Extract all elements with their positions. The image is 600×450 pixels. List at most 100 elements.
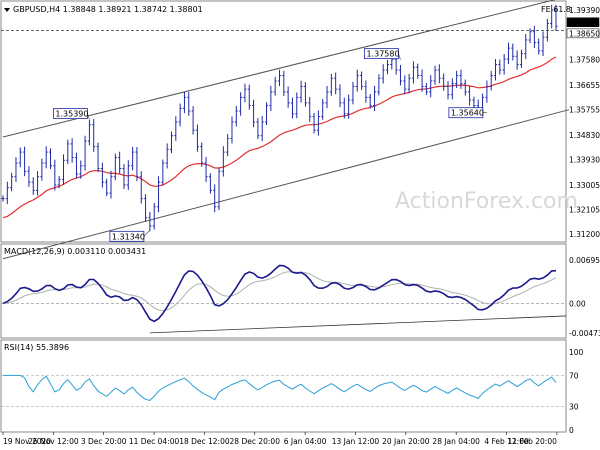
price-bar: [515, 50, 519, 70]
annotation-box: [364, 48, 399, 60]
rsi-axis-label: 0: [569, 426, 574, 435]
annotation-text: 1.35390: [55, 110, 88, 119]
price-bar: [226, 133, 230, 157]
price-bar: [524, 33, 528, 60]
price-bar: [528, 28, 532, 44]
price-bar: [537, 38, 541, 55]
symbol-dropdown-icon[interactable]: [4, 8, 10, 12]
price-bar: [416, 63, 420, 79]
price-bar: [31, 177, 35, 195]
price-bar: [157, 176, 161, 213]
price-bar: [420, 69, 424, 92]
price-axis-label: 1.35755: [569, 106, 600, 115]
price-bar: [87, 120, 91, 146]
annotation-text: 1.37580: [366, 50, 399, 59]
price-bar: [541, 31, 545, 57]
price-bar: [105, 178, 109, 197]
annotation-text: 1.31340: [112, 232, 145, 241]
price-bar: [532, 25, 536, 49]
price-axis-label: 1.39390: [569, 6, 600, 15]
price-axis-label: 1.32105: [569, 205, 600, 214]
price-bar: [377, 74, 381, 96]
price-annotation-2: 1.37580: [364, 48, 401, 60]
price-bar: [213, 184, 217, 213]
price-bar: [182, 92, 186, 114]
price-bar: [342, 97, 346, 119]
price-bar: [144, 194, 148, 222]
annotation-box: [109, 230, 145, 242]
rsi-axis-label: 30: [569, 403, 579, 412]
price-bar: [446, 81, 450, 100]
price-bar: [208, 173, 212, 194]
price-bar: [312, 112, 316, 134]
price-bar: [502, 53, 506, 75]
price-bar: [360, 71, 364, 91]
price-bar: [269, 85, 273, 111]
price-tag-box: [566, 17, 600, 27]
price-bar: [325, 85, 329, 109]
price-bar: [66, 139, 70, 165]
price-bar: [273, 76, 277, 96]
price-bar: [338, 84, 342, 108]
price-bar: [364, 80, 368, 103]
price-bar: [49, 148, 53, 170]
price-bar: [398, 65, 402, 86]
price-bar: [368, 94, 372, 109]
price-bar: [131, 146, 135, 171]
price-axis-label: 1.37580: [569, 56, 600, 65]
price-bar: [489, 70, 493, 91]
macd-trendline: [149, 315, 567, 334]
price-bar: [18, 147, 22, 168]
price-bar: [545, 18, 549, 42]
price-bar: [424, 82, 428, 96]
price-bar: [334, 72, 338, 95]
price-bar: [373, 85, 377, 111]
price-bar: [472, 96, 476, 109]
price-bar: [122, 163, 126, 190]
macd-line: [2, 264, 557, 323]
price-bar: [550, 4, 554, 29]
price-bar: [498, 59, 502, 75]
price-bar: [79, 160, 83, 179]
price-bar: [485, 80, 489, 103]
price-bar: [109, 170, 113, 199]
price-bar: [243, 83, 247, 103]
price-bar: [174, 116, 178, 141]
price-bar: [506, 42, 510, 65]
price-bar: [230, 116, 234, 144]
price-bar: [316, 110, 320, 136]
price-bar: [351, 81, 355, 105]
price-bar: [286, 86, 290, 108]
price-bar: [5, 181, 9, 204]
price-bar: [217, 167, 221, 211]
macd-signal-line: [2, 271, 557, 312]
price-bar: [260, 115, 264, 142]
price-bar: [113, 153, 117, 181]
annotation-box: [448, 107, 484, 119]
x-axis-label: 26 Nov 12:00: [28, 437, 79, 446]
channel-line-1: [2, 109, 570, 260]
price-bar: [178, 103, 182, 127]
price-bar: [40, 158, 44, 181]
price-bar: [135, 147, 139, 182]
fe-label: FE 61.8: [541, 5, 571, 14]
price-bar: [36, 171, 40, 196]
price-annotation-3: 1.35640: [448, 107, 487, 119]
price-bar: [139, 171, 143, 204]
price-bar: [554, 4, 558, 32]
price-bar: [200, 142, 204, 167]
x-axis-label: 11 Feb 20:00: [508, 437, 557, 446]
main-panel-frame: [0, 0, 567, 243]
price-bar: [204, 157, 208, 183]
price-bar: [321, 99, 325, 120]
x-axis-label: 3 Dec 20:00: [81, 437, 127, 446]
price-bar: [44, 146, 48, 169]
macd-axis-label: -0.004736: [569, 329, 600, 338]
watermark: ActionForex.com: [395, 189, 578, 214]
macd-plot: [1, 264, 567, 334]
price-bar: [70, 138, 74, 163]
price-annotation-0: 1.35390: [53, 108, 90, 120]
price-bar: [347, 94, 351, 119]
price-bar: [83, 135, 87, 171]
price-bar: [74, 152, 78, 179]
